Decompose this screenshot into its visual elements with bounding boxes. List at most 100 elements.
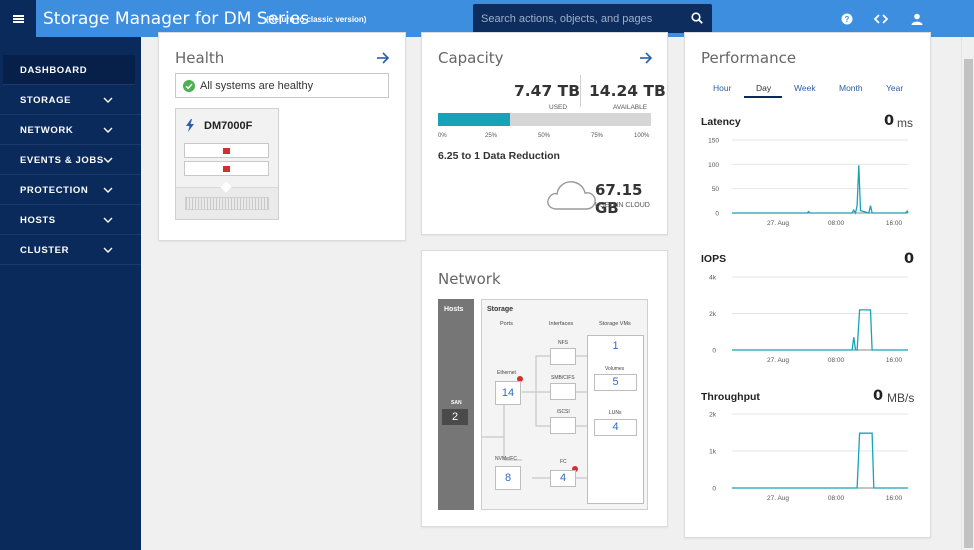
arrow-right-icon[interactable] [376, 51, 390, 65]
x-tick-label: 16:00 [886, 495, 903, 502]
y-tick-label: 0 [715, 211, 719, 218]
san-count[interactable]: 2 [442, 409, 468, 425]
data-reduction-text: 6.25 to 1 Data Reduction [438, 150, 560, 162]
x-tick-label: 08:00 [828, 357, 845, 364]
capacity-tick: 75% [591, 133, 604, 139]
user-icon[interactable] [909, 11, 925, 27]
throughput-label: Throughput [701, 391, 760, 403]
ports-label: Ports [500, 321, 513, 327]
sidebar-item-events-jobs[interactable]: EVENTS & JOBS [0, 145, 141, 175]
latency-value: 0 [884, 113, 895, 129]
iops-label: IOPS [701, 253, 727, 265]
latency-label: Latency [701, 116, 741, 128]
y-tick-label: 50 [712, 186, 720, 193]
sidebar-item-label: CLUSTER [20, 245, 70, 256]
capacity-card: Capacity 7.47 TB USED 14.24 TB AVAILABLE… [421, 32, 668, 235]
series-line-iops [732, 309, 908, 351]
fc-interfaces-count[interactable]: 4 [550, 470, 576, 487]
sidebar: DASHBOARD STORAGE NETWORK EVENTS & JOBS … [0, 37, 141, 550]
available-label: AVAILABLE [613, 104, 648, 111]
arrow-right-icon[interactable] [639, 51, 653, 65]
series-line-throughput [732, 432, 908, 489]
y-tick-label: 0 [712, 486, 716, 493]
tab-hour[interactable]: Hour [713, 83, 732, 93]
y-tick-label: 4k [709, 275, 717, 282]
system-tile[interactable]: DM7000F [175, 108, 279, 220]
iscsi-label: iSCSI [557, 409, 570, 415]
health-title: Health [175, 49, 225, 67]
menu-button[interactable] [0, 0, 36, 37]
volumes-count[interactable]: 5 [594, 374, 637, 391]
used-label: USED [549, 104, 568, 111]
vent-grille [185, 197, 269, 210]
tab-day[interactable]: Day [756, 83, 772, 93]
chevron-down-icon [103, 127, 113, 133]
y-tick-label: 100 [708, 162, 719, 169]
search-icon[interactable] [691, 12, 703, 24]
nvme-fc-ports-count[interactable]: 8 [495, 466, 521, 490]
return-to-classic-link[interactable]: (Return to classic version) [266, 15, 367, 24]
smb-cifs-interface[interactable] [550, 383, 576, 400]
sidebar-item-label: EVENTS & JOBS [20, 155, 104, 166]
ethernet-label: Ethernet [497, 370, 516, 376]
system-chassis [176, 187, 278, 219]
network-title: Network [438, 270, 501, 288]
sidebar-item-cluster[interactable]: CLUSTER [0, 235, 141, 265]
svm-count[interactable]: 1 [612, 340, 619, 352]
help-icon[interactable]: ? [839, 11, 855, 27]
sidebar-item-hosts[interactable]: HOSTS [0, 205, 141, 235]
scrollbar[interactable] [961, 37, 974, 550]
used-value: 7.47 TB [514, 82, 581, 100]
ethernet-ports-count[interactable]: 14 [495, 381, 521, 405]
sidebar-item-label: HOSTS [20, 215, 56, 226]
luns-count[interactable]: 4 [594, 419, 637, 436]
nfs-label: NFS [558, 340, 568, 346]
tab-week[interactable]: Week [794, 83, 816, 93]
capacity-divider [580, 75, 581, 107]
nvme-fc-label: NVMe/FC [495, 456, 517, 462]
sidebar-item-dashboard[interactable]: DASHBOARD [3, 55, 135, 85]
chevron-down-icon [103, 217, 113, 223]
tab-year[interactable]: Year [886, 83, 904, 93]
chevron-down-icon [103, 157, 113, 163]
lightning-icon [186, 119, 194, 132]
storage-vms-panel: 1 Volumes 5 LUNs 4 [587, 335, 644, 504]
interfaces-label: Interfaces [549, 321, 574, 327]
sidebar-item-network[interactable]: NETWORK [0, 115, 141, 145]
capacity-tick: 25% [485, 133, 498, 139]
capacity-title: Capacity [438, 49, 504, 67]
storage-label: Storage [487, 306, 514, 313]
hosts-column[interactable]: Hosts SAN 2 [438, 299, 474, 510]
scrollbar-thumb[interactable] [964, 59, 973, 548]
app-title: Storage Manager for DM Series [43, 9, 310, 29]
sidebar-item-protection[interactable]: PROTECTION [0, 175, 141, 205]
luns-label: LUNs [609, 410, 622, 416]
search-input[interactable] [473, 4, 683, 33]
active-tab-indicator [744, 96, 782, 98]
fc-label: FC [560, 459, 567, 465]
code-icon[interactable] [873, 11, 889, 27]
volumes-label: Volumes [605, 366, 625, 372]
x-tick-label: 27. Aug [767, 220, 789, 227]
sidebar-item-label: STORAGE [20, 95, 72, 106]
cloud-used-value: 67.15 GB [595, 181, 643, 217]
network-card: Network Hosts SAN 2 Storage Ports Interf… [421, 250, 668, 527]
top-bar: Storage Manager for DM Series (Return to… [0, 0, 974, 37]
hamburger-icon [12, 17, 24, 20]
search-box [473, 4, 712, 33]
sidebar-item-storage[interactable]: STORAGE [0, 85, 141, 115]
cloud-used-label: USED IN CLOUD [595, 202, 650, 209]
iscsi-interface[interactable] [550, 417, 576, 434]
capacity-bar-fill [438, 113, 511, 126]
iops-value: 0 [904, 251, 915, 267]
throughput-value: 0 [873, 388, 884, 404]
chevron-down-icon [103, 187, 113, 193]
smb-cifs-label: SMB/CIFS [551, 375, 575, 381]
available-value: 14.24 TB [589, 82, 666, 100]
drive-slot [184, 161, 269, 176]
system-name: DM7000F [204, 120, 253, 132]
tab-month[interactable]: Month [839, 83, 863, 93]
drive-slot [184, 143, 269, 158]
nfs-interface[interactable] [550, 348, 576, 365]
